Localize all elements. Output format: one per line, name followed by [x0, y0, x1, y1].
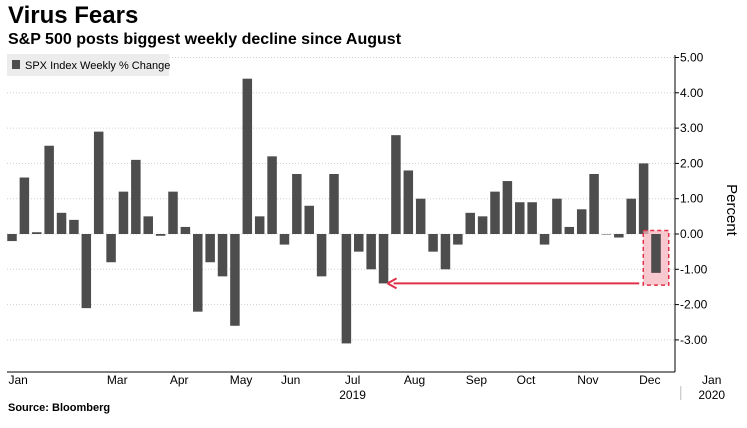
- bar: [267, 156, 277, 234]
- bar: [341, 234, 352, 344]
- y-tick-label: 1.00: [680, 192, 704, 206]
- x-tick-label: May: [230, 373, 253, 387]
- bar: [69, 219, 79, 234]
- x-tick-label: Jan: [9, 373, 28, 387]
- bar: [626, 198, 636, 234]
- bar: [391, 135, 401, 234]
- bar: [118, 191, 129, 234]
- bar: [106, 234, 116, 263]
- chart-title: Virus Fears: [8, 2, 139, 29]
- legend-label: SPX Index Weekly % Change: [25, 60, 170, 72]
- bar: [193, 234, 203, 312]
- bar: [217, 234, 228, 277]
- bar: [539, 234, 550, 245]
- bar: [81, 234, 92, 309]
- bar: [614, 234, 624, 238]
- bar: [428, 234, 438, 252]
- y-tick-label: 3.00: [680, 121, 704, 135]
- bar: [465, 212, 475, 234]
- bar: [589, 173, 599, 234]
- bar: [205, 234, 215, 263]
- y-axis-label: Percent: [723, 184, 740, 237]
- bar: [415, 198, 426, 234]
- bar: [19, 177, 30, 234]
- bar: [366, 234, 376, 270]
- bar: [354, 234, 364, 252]
- bar: [403, 170, 414, 234]
- bar: [56, 212, 67, 234]
- x-tick-label: Oct: [517, 373, 536, 387]
- bar: [316, 234, 327, 277]
- x-tick-label: Aug: [404, 373, 425, 387]
- y-tick-label: 5.00: [680, 51, 704, 65]
- year-label: 2020: [698, 388, 725, 402]
- legend-box: [7, 54, 169, 76]
- x-tick-label: Jan: [702, 373, 721, 387]
- bar: [230, 234, 240, 326]
- bar: [155, 234, 166, 236]
- x-tick-label: Apr: [170, 373, 189, 387]
- bar: [576, 209, 587, 234]
- bar: [453, 234, 463, 245]
- x-tick-label: Jul: [345, 373, 360, 387]
- y-tick-label: 4.00: [680, 86, 704, 100]
- bar: [292, 173, 302, 234]
- y-tick-label: -2.00: [680, 298, 708, 312]
- y-tick-label: 0.00: [680, 227, 704, 241]
- bar: [378, 234, 389, 284]
- year-label: 2019: [339, 388, 366, 402]
- bar: [44, 145, 54, 234]
- y-tick-label: -3.00: [680, 333, 708, 347]
- x-tick-label: Jun: [281, 373, 300, 387]
- bar: [131, 159, 141, 234]
- x-tick-label: Dec: [639, 373, 660, 387]
- bar: [601, 234, 612, 235]
- bar: [638, 163, 649, 234]
- bars: [7, 78, 661, 344]
- x-tick-label: Sep: [466, 373, 488, 387]
- x-tick-label: Mar: [107, 373, 128, 387]
- highlight-bar: [651, 234, 661, 273]
- bar: [93, 131, 104, 234]
- bar: [279, 234, 290, 245]
- legend-swatch: [12, 60, 20, 69]
- y-tick-label: -1.00: [680, 262, 708, 276]
- bar: [515, 202, 525, 234]
- annotation: [387, 229, 670, 290]
- bar: [304, 205, 314, 234]
- x-axis: Jan Mar Apr May Jun Jul Aug Sep Oct Nov Dec Jan 2019…: [7, 371, 725, 402]
- bar: [564, 226, 575, 234]
- bar: [527, 202, 537, 234]
- bar: [242, 78, 253, 235]
- bar: [329, 173, 339, 234]
- bar: [477, 216, 488, 234]
- arrow-head-icon: [387, 277, 398, 290]
- source-note: Source: Bloomberg: [8, 402, 111, 414]
- x-tick-label: Nov: [577, 373, 598, 387]
- bar: [143, 216, 153, 234]
- y-axis: 5.00 4.00 3.00 2.00 1.00 0.00 -1.00 -2.00 -3.00: [674, 51, 708, 372]
- bar: [32, 232, 42, 234]
- bar: [180, 226, 191, 234]
- bar: [254, 216, 265, 234]
- bar: [168, 191, 178, 234]
- chart-subtitle: S&P 500 posts biggest weekly decline sin…: [8, 31, 402, 48]
- bar: [552, 198, 562, 234]
- bar: [502, 181, 513, 234]
- y-tick-label: 2.00: [680, 156, 704, 170]
- bar: [440, 234, 451, 270]
- bar: [490, 191, 500, 234]
- gridlines: [7, 57, 675, 341]
- bar: [7, 234, 17, 242]
- legend: SPX Index Weekly % Change: [7, 54, 170, 76]
